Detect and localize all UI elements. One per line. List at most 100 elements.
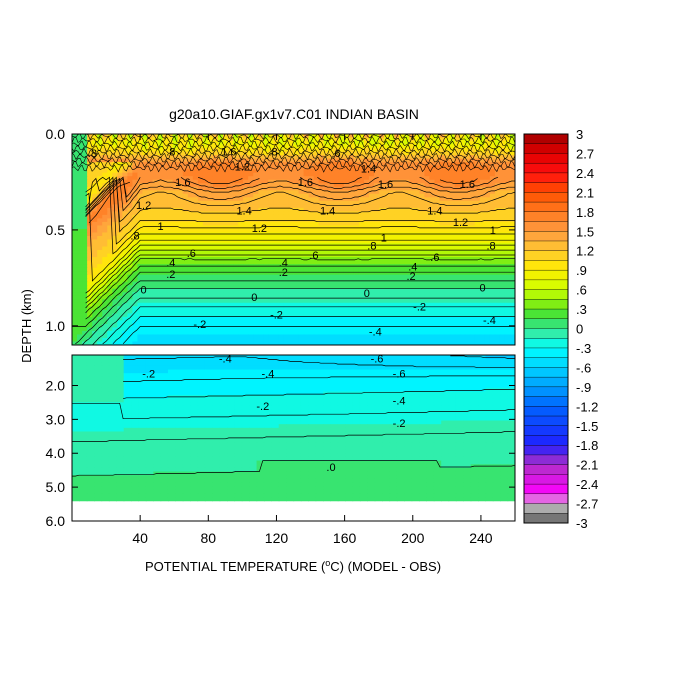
field-cell	[389, 155, 395, 160]
field-cell	[217, 228, 224, 234]
field-cell	[258, 144, 264, 149]
field-cell	[298, 144, 305, 149]
field-cell	[87, 239, 93, 244]
field-cell	[353, 197, 360, 202]
field-cell	[207, 179, 214, 184]
field-cell	[102, 288, 108, 293]
field-cell	[449, 218, 456, 223]
field-cell	[187, 292, 194, 297]
field-cell	[82, 239, 88, 244]
field-cell	[187, 162, 194, 167]
field-cell	[212, 207, 219, 212]
field-cell	[253, 271, 259, 276]
field-cell	[404, 158, 410, 163]
field-cell	[419, 327, 425, 332]
field-cell	[228, 313, 234, 318]
field-cell	[303, 274, 310, 279]
field-cell	[313, 197, 320, 202]
field-cell	[474, 320, 481, 325]
field-cell	[404, 204, 410, 209]
field-cell	[318, 134, 325, 139]
field-cell	[283, 309, 290, 314]
field-cell	[192, 257, 199, 262]
field-cell	[238, 285, 244, 290]
field-cell	[102, 264, 108, 269]
field-cell	[172, 162, 179, 167]
field-cell	[278, 172, 285, 177]
field-cell	[278, 179, 285, 184]
field-cell	[424, 225, 431, 230]
field-cell	[172, 176, 179, 181]
field-cell	[157, 200, 164, 205]
field-cell	[459, 288, 466, 293]
field-cell	[92, 207, 98, 212]
field-cell	[187, 309, 194, 314]
field-cell	[82, 320, 88, 325]
field-cell	[389, 260, 395, 265]
field-cell	[494, 176, 501, 181]
field-cell	[283, 313, 290, 318]
field-cell	[142, 327, 149, 332]
field-cell	[212, 267, 219, 272]
field-cell	[97, 193, 103, 198]
field-cell	[504, 278, 511, 283]
field-cell	[429, 179, 436, 184]
field-cell	[258, 316, 264, 321]
field-cell	[142, 137, 149, 142]
field-cell	[394, 158, 400, 163]
field-cell	[157, 207, 164, 212]
field-cell	[464, 162, 471, 167]
field-cell	[328, 281, 335, 286]
field-cell	[509, 232, 515, 237]
field-cell	[298, 278, 305, 283]
field-cell	[363, 183, 370, 188]
field-cell	[152, 260, 159, 265]
field-cell	[333, 320, 340, 325]
field-cell	[278, 207, 285, 212]
field-cell	[369, 162, 375, 167]
field-cell	[167, 176, 174, 181]
field-cell	[384, 316, 390, 321]
field-cell	[187, 151, 194, 156]
field-cell	[288, 214, 295, 219]
field-cell	[333, 306, 340, 311]
field-cell	[379, 137, 385, 142]
field-cell	[384, 176, 390, 181]
field-cell	[363, 288, 370, 293]
field-cell	[489, 299, 496, 304]
field-cell	[82, 292, 88, 297]
field-cell	[509, 285, 515, 290]
field-cell	[172, 207, 179, 212]
field-cell	[137, 221, 144, 227]
field-cell	[127, 197, 134, 202]
field-cell	[379, 278, 385, 283]
field-cell	[152, 221, 159, 227]
field-cell	[212, 144, 219, 149]
field-cell	[202, 309, 209, 314]
field-cell	[238, 281, 244, 286]
field-cell	[338, 158, 345, 163]
field-cell	[258, 330, 264, 336]
field-cell	[102, 211, 108, 216]
field-cell	[509, 257, 515, 262]
field-cell	[107, 141, 113, 146]
field-cell	[414, 228, 420, 234]
field-cell	[132, 285, 139, 290]
field-cell	[117, 162, 123, 167]
field-cell	[489, 250, 496, 255]
field-cell	[288, 204, 295, 209]
field-cell	[308, 260, 315, 265]
field-cell	[479, 235, 486, 241]
field-cell	[459, 309, 466, 314]
field-cell	[207, 204, 214, 209]
field-cell	[358, 211, 365, 216]
field-cell	[87, 264, 93, 269]
field-cell	[449, 306, 456, 311]
field-cell	[409, 288, 415, 293]
field-cell	[243, 260, 249, 265]
field-cell	[182, 158, 189, 163]
field-cell	[142, 183, 149, 188]
field-cell	[343, 292, 350, 297]
field-cell	[394, 144, 400, 149]
field-cell	[414, 288, 420, 293]
